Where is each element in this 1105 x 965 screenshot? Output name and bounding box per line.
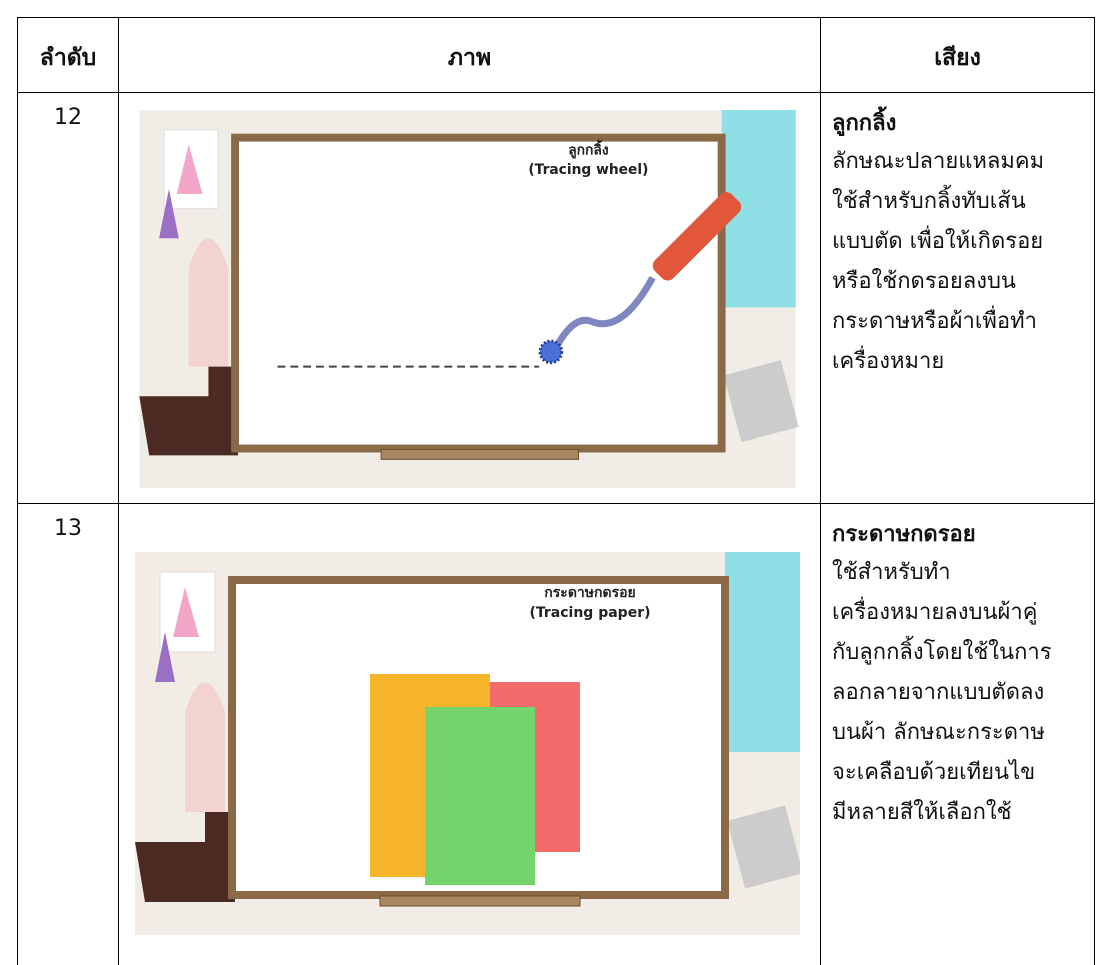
description-line: ใช้สำหรับกลิ้งทับเส้น: [832, 189, 1026, 214]
border: [17, 17, 18, 965]
description-line: ลักษณะปลายแหลมคม: [832, 149, 1045, 174]
decor: [173, 587, 199, 637]
image-label: กระดาษกดรอย: [544, 585, 635, 601]
header: ลำดับ: [39, 45, 97, 71]
border: [17, 17, 1095, 18]
decor: [726, 805, 800, 889]
decor: [185, 682, 225, 812]
decor: [188, 238, 229, 367]
decor: [159, 188, 179, 239]
border: [17, 92, 1095, 93]
border: [1094, 17, 1095, 965]
border: [820, 17, 821, 965]
description-line: เครื่องหมายลงบนผ้าคู่: [832, 600, 1038, 625]
description-line: กับลูกกลิ้งโดยใช้ในการ: [832, 640, 1052, 665]
board-frame: [231, 133, 726, 453]
description-line: หรือใช้กดรอยลงบน: [832, 269, 1016, 294]
sewing-machine: [135, 812, 235, 902]
shelf: [725, 552, 800, 752]
board-tray: [380, 449, 580, 460]
description-line: กระดาษหรือผ้าเพื่อทำ: [832, 309, 1037, 334]
wheel-shaft: [550, 276, 656, 354]
description-line: จะเคลือบด้วยเทียนไข: [832, 760, 1036, 785]
description-line: ลอกลายจากแบบตัดลง: [832, 680, 1045, 705]
description-line: เครื่องหมาย: [832, 349, 945, 374]
decor: [155, 632, 175, 682]
sewing-machine: [139, 366, 239, 456]
row-number: 13: [54, 516, 82, 541]
description-line: มีหลายสีให้เลือกใช้: [832, 800, 1012, 825]
wheel: [538, 339, 564, 365]
row-number: 12: [54, 105, 82, 130]
decor: [159, 571, 216, 653]
image: ลูกกลิ้ง (Tracing wheel): [139, 110, 799, 488]
image-label: (Tracing wheel): [528, 162, 648, 178]
description-line: ใช้สำหรับทำ: [832, 560, 951, 585]
image: กระดาษกดรอย (Tracing paper): [135, 552, 800, 935]
border: [118, 17, 119, 965]
decor: [176, 144, 203, 194]
decor: [723, 360, 799, 443]
border: [17, 503, 1095, 504]
item-title: กระดาษกดรอย: [832, 522, 976, 547]
board-tray: [379, 895, 581, 907]
paper: [425, 707, 535, 885]
item-title: ลูกกลิ้ง: [832, 111, 897, 136]
image-label: ลูกกลิ้ง: [568, 139, 609, 158]
header: ภาพ: [447, 45, 492, 71]
description-line: บนผ้า ลักษณะกระดาษ: [832, 720, 1045, 745]
image-label: (Tracing paper): [529, 605, 650, 621]
wheel-handle: [652, 192, 742, 281]
header: เสียง: [934, 45, 981, 71]
description-line: แบบตัด เพื่อให้เกิดรอย: [832, 229, 1044, 254]
decor: [163, 129, 219, 210]
